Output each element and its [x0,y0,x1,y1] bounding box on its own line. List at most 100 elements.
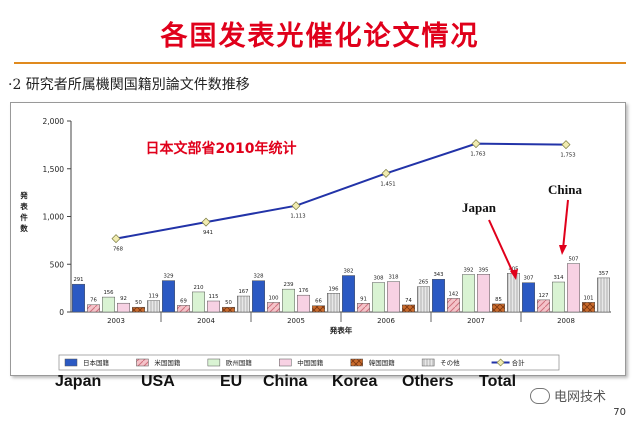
eng-label-eu: EU [220,373,243,390]
bar-欧州国籍-2006 [372,282,385,313]
bar-value-label: 76 [90,298,97,304]
page-number: 70 [613,407,626,418]
x-tick-label: 2004 [197,317,215,325]
total-value-label: 1,763 [470,152,485,158]
eng-label-japan: Japan [55,373,102,390]
eng-label-korea: Korea [332,373,378,390]
y-axis-label-char: 発 [19,190,28,200]
annotation-arrow-china [562,199,569,250]
total-series-line [115,142,567,240]
legend-label: 合計 [512,358,525,367]
bar-欧州国籍-2003 [102,296,115,313]
english-country-labels: Japan USA EU China Korea Others Total [0,373,640,397]
bar-韓国国籍-2005 [312,305,325,313]
eng-label-total: Total [479,373,517,390]
x-tick-label: 2003 [107,317,125,325]
legend-label: 韓国国籍 [369,358,396,367]
bar-日本国籍-2008 [522,282,535,313]
y-axis-label-char: 件 [20,212,28,222]
bar-value-label: 329 [163,274,173,280]
bar-value-label: 101 [583,295,593,301]
slide-title: 各国发表光催化论文情况 [160,21,480,52]
bar-その他-2008 [597,277,610,313]
total-value-label: 941 [203,230,213,236]
legend-swatch [64,358,78,367]
bar-value-label: 85 [495,297,502,303]
bar-日本国籍-2007 [432,278,445,313]
bar-日本国籍-2003 [72,283,85,313]
bar-value-label: 69 [180,298,187,304]
x-axis-label: 発表年 [329,325,353,335]
total-value-label: 1,753 [560,153,575,159]
y-tick-label: 500 [50,260,65,269]
chart-inner-title: 日本文部省2010年统计 [146,140,297,157]
bar-米国国籍-2005 [267,302,280,313]
bar-韓国国籍-2006 [402,304,415,313]
bar-value-label: 115 [208,294,218,300]
bar-value-label: 291 [73,277,83,283]
bar-中国国籍-2007 [477,274,490,313]
bar-中国国籍-2004 [207,300,220,313]
bar-value-label: 176 [298,288,309,294]
bar-value-label: 210 [193,285,204,291]
bar-value-label: 239 [283,282,293,288]
x-tick-label: 2008 [557,317,575,325]
bar-value-label: 405 [508,266,518,272]
bar-韓国国籍-2008 [582,302,595,313]
bar-value-label: 395 [478,267,488,273]
total-point-marker [471,139,481,149]
total-point-marker [111,234,121,244]
legend-label: その他 [440,358,460,367]
bar-value-label: 50 [135,300,142,306]
legend-swatch [136,358,149,367]
annotation-china: China [548,182,582,197]
bar-value-label: 308 [373,276,384,282]
bar-value-label: 265 [418,280,428,286]
bar-value-label: 91 [360,296,367,302]
total-point-marker [201,217,211,227]
y-tick-label: 1,500 [43,165,65,174]
bar-value-label: 92 [120,296,127,302]
chart-subtitle: ·2 研究者所属機関国籍別論文件数推移 [8,77,250,93]
bar-value-label: 307 [523,276,533,282]
bar-欧州国籍-2005 [282,288,295,313]
y-tick-label: 1,000 [43,213,65,222]
eng-label-others: Others [402,373,454,390]
x-tick-label: 2006 [377,317,395,325]
bar-value-label: 314 [553,275,564,281]
bar-value-label: 142 [448,291,458,297]
total-value-label: 768 [113,247,124,253]
bar-日本国籍-2004 [162,280,175,313]
legend-swatch [421,358,435,367]
legend-swatch [350,358,363,367]
annotation-arrowhead-japan [510,269,518,280]
bar-value-label: 50 [225,300,232,306]
title-divider [14,62,626,64]
bar-韓国国籍-2004 [222,306,235,313]
legend-marker [496,358,505,367]
bar-その他-2007 [507,273,520,313]
bar-米国国籍-2003 [87,304,100,313]
bar-中国国籍-2003 [117,302,130,313]
bar-value-label: 100 [268,295,279,301]
watermark: 电网技术 [530,386,606,405]
bar-value-label: 507 [568,257,578,263]
eng-label-usa: USA [141,373,175,390]
bar-value-label: 127 [538,293,548,299]
legend-label: 欧州国籍 [226,358,253,367]
watermark-text: 电网技术 [554,390,607,405]
total-value-label: 1,113 [290,214,305,220]
y-axis-label-char: 数 [20,223,28,233]
bar-value-label: 74 [405,298,412,304]
bar-韓国国籍-2003 [132,306,145,313]
bar-value-label: 196 [328,286,339,292]
annotation-arrow-japan [488,219,515,276]
annotation-japan: Japan [462,200,497,215]
bar-中国国籍-2005 [297,294,310,313]
total-point-marker [291,201,301,211]
bar-value-label: 392 [463,268,473,274]
bar-value-label: 167 [238,289,248,295]
bar-欧州国籍-2007 [462,274,475,313]
bar-中国国籍-2006 [387,281,400,313]
